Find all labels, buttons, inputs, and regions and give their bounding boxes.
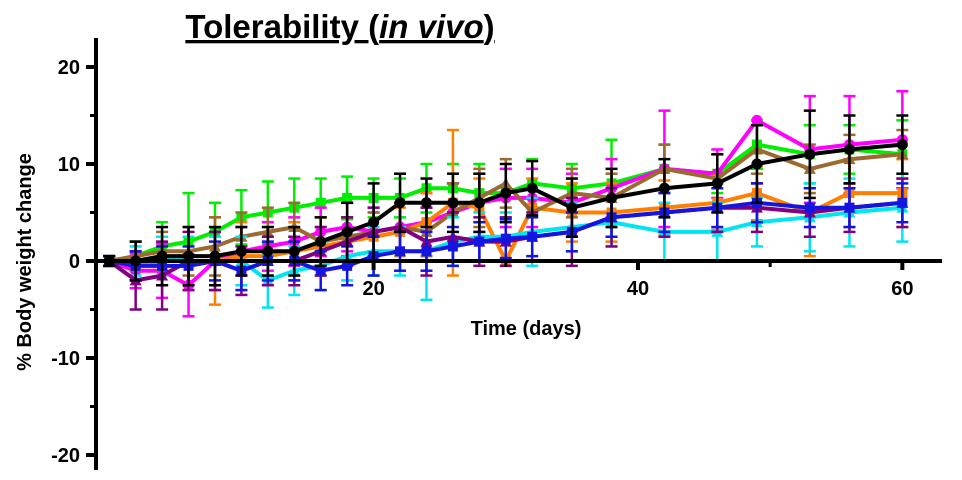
series-8-point	[896, 139, 908, 151]
series-8-point	[526, 182, 538, 194]
series-8-point	[315, 236, 327, 248]
series-7-point	[527, 231, 538, 242]
series-8-point	[447, 197, 459, 209]
series-8-point	[420, 197, 432, 209]
series-7-point	[500, 233, 511, 244]
y-tick-label: -10	[51, 348, 80, 370]
series-7-point	[447, 241, 458, 252]
series-8-point	[500, 187, 512, 199]
series-8-point	[804, 148, 816, 160]
series-8-point	[235, 245, 247, 257]
series-8-point	[183, 250, 195, 262]
series-1-point	[315, 197, 326, 208]
series-8-point	[658, 182, 670, 194]
series-7-point	[844, 202, 855, 213]
series-layer	[103, 90, 909, 318]
y-tick-label: 20	[58, 57, 80, 79]
y-axis-label: % Body weight change	[14, 153, 36, 371]
x-tick-label: 40	[627, 278, 649, 300]
series-8-point	[288, 245, 300, 257]
series-8-point	[368, 216, 380, 228]
y-tick-label: -20	[51, 445, 80, 467]
y-tick-label: 0	[69, 251, 80, 273]
series-2-point	[751, 114, 763, 126]
series-7-point	[474, 236, 485, 247]
series-8-point	[711, 177, 723, 189]
series-7-point	[315, 265, 326, 276]
series-7-point	[421, 246, 432, 257]
series-8-point	[473, 197, 485, 209]
axes-layer: -20 -10 0 10 20 20 40 60	[51, 38, 942, 470]
series-8-point	[209, 250, 221, 262]
series-8-point	[843, 143, 855, 155]
chart-title: Tolerability (in vivo)	[185, 8, 494, 45]
chart-title-close: )	[484, 8, 495, 45]
series-8-point	[751, 158, 763, 170]
chart-title-main: Tolerability (	[185, 8, 379, 45]
chart-title-italic: in vivo	[379, 8, 484, 45]
series-1-point	[342, 192, 353, 203]
x-tick-label: 60	[891, 278, 913, 300]
series-7-point	[897, 197, 908, 208]
series-8-point	[606, 192, 618, 204]
series-8-point	[156, 250, 168, 262]
x-axis-label: Time (days)	[471, 318, 582, 340]
series-8-point	[262, 245, 274, 257]
series-7-point	[395, 246, 406, 257]
series-7-point	[342, 260, 353, 271]
series-8-point	[394, 197, 406, 209]
series-8	[103, 109, 909, 287]
series-7-point	[804, 202, 815, 213]
series-8-point	[341, 226, 353, 238]
y-tick-label: 10	[58, 154, 80, 176]
x-tick-label: 20	[362, 278, 384, 300]
series-8-point	[566, 202, 578, 214]
